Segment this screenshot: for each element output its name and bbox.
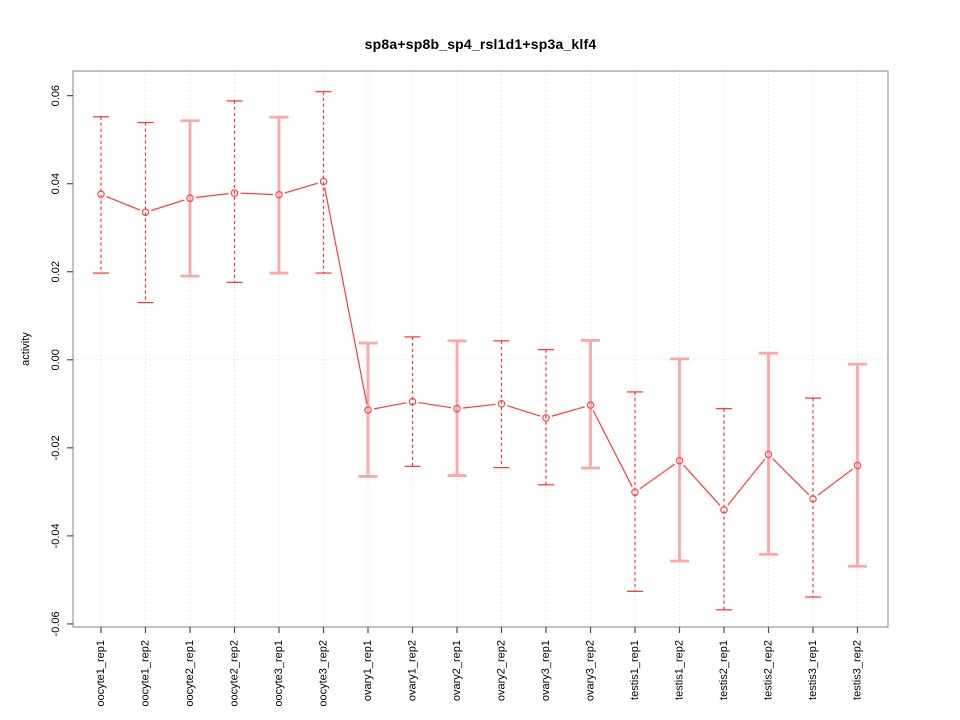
series-line-segment — [240, 192, 274, 196]
x-tick-label: testis3_rep1 — [807, 640, 819, 700]
series-line-segment — [151, 199, 185, 212]
y-tick-label: -0.04 — [50, 523, 62, 548]
data-point — [675, 456, 684, 465]
x-tick-label: ovary3_rep1 — [540, 640, 552, 701]
data-point — [186, 194, 194, 202]
y-tick-label: 0.06 — [50, 85, 62, 106]
x-tick-label: testis2_rep1 — [718, 640, 730, 700]
data-point — [408, 397, 417, 406]
x-tick-label: oocyte2_rep2 — [229, 640, 241, 707]
x-tick-label: ovary2_rep1 — [451, 640, 463, 701]
data-point — [497, 400, 506, 408]
y-tick-label: -0.02 — [50, 435, 62, 460]
data-point — [319, 177, 328, 186]
x-tick-label: oocyte3_rep1 — [273, 640, 285, 707]
x-tick-label: oocyte2_rep1 — [184, 640, 196, 707]
data-point — [453, 404, 461, 413]
series-line-segment — [551, 406, 585, 417]
series-line-segment — [592, 410, 633, 488]
plot-frame — [72, 70, 889, 628]
y-tick-label: -0.06 — [50, 611, 62, 636]
y-tick-label: 0.00 — [50, 349, 62, 370]
x-tick-label: oocyte3_rep2 — [318, 640, 330, 707]
series-line-segment — [106, 195, 141, 211]
x-tick-label: testis1_rep1 — [629, 640, 641, 700]
x-tick-label: testis1_rep2 — [674, 640, 686, 700]
data-point — [364, 406, 372, 414]
x-tick-label: ovary2_rep2 — [496, 640, 508, 701]
series-line-segment — [507, 405, 541, 417]
x-tick-label: oocyte1_rep1 — [95, 640, 107, 707]
x-tick-label: testis3_rep2 — [852, 640, 864, 700]
series-line-segment — [817, 468, 854, 496]
y-tick-label: 0.04 — [50, 173, 62, 194]
series-line-segment — [462, 403, 496, 409]
series-line-segment — [324, 187, 368, 405]
data-point — [586, 401, 595, 409]
series-line-segment — [418, 401, 452, 409]
y-tick-label: 0.02 — [50, 261, 62, 282]
series-line-segment — [373, 402, 407, 410]
x-tick-label: ovary1_rep2 — [407, 640, 419, 701]
data-point — [809, 495, 817, 503]
series-line-segment — [284, 182, 318, 194]
data-point — [230, 189, 239, 197]
x-tick-label: ovary1_rep1 — [362, 640, 374, 701]
data-point — [631, 488, 639, 497]
series-line-segment — [683, 464, 721, 506]
data-point — [853, 461, 862, 470]
x-tick-label: testis2_rep2 — [763, 640, 775, 700]
series-line-segment — [195, 193, 229, 199]
x-tick-label: oocyte1_rep2 — [140, 640, 152, 707]
data-point — [97, 190, 105, 199]
data-point — [542, 414, 550, 422]
data-point — [720, 506, 728, 514]
series-line-segment — [727, 458, 766, 506]
series-line-segment — [772, 458, 810, 496]
data-point — [764, 450, 773, 459]
x-tick-label: ovary3_rep2 — [585, 640, 597, 701]
data-point — [275, 190, 283, 199]
series-line-segment — [639, 463, 675, 490]
data-point — [141, 208, 150, 217]
chart-title: sp8a+sp8b_sp4_rsl1d1+sp3a_klf4 — [364, 36, 597, 52]
